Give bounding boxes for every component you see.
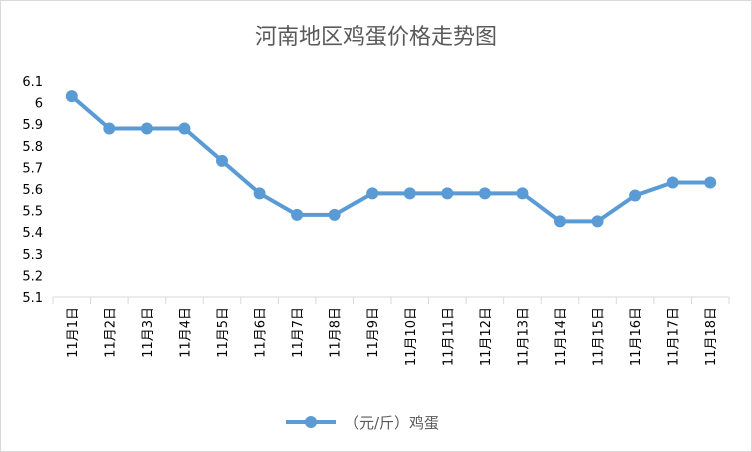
data-point — [291, 208, 304, 221]
x-tick-label: 11月2日 — [103, 307, 118, 358]
data-point — [591, 215, 604, 228]
x-tick-label: 11月17日 — [667, 307, 682, 366]
y-tick-label: 5.1 — [22, 291, 43, 306]
chart-title: 河南地区鸡蛋价格走势图 — [255, 25, 497, 50]
data-point — [103, 122, 116, 135]
x-axis: 11月1日 11月2日 11月3日 11月4日 11月5日 11月6日 11月7日 11月8日… — [52, 296, 730, 366]
data-point — [216, 154, 228, 167]
data-point — [65, 90, 78, 103]
series-layer — [65, 90, 717, 228]
x-tick-label: 11月16日 — [629, 307, 644, 366]
data-point — [478, 187, 491, 200]
data-point — [554, 215, 566, 228]
data-point — [516, 187, 529, 200]
data-point — [140, 122, 153, 135]
data-point — [403, 187, 416, 200]
x-tick-label: 11月10日 — [404, 307, 419, 366]
x-tick-label: 11月11日 — [441, 307, 456, 366]
x-tick-label: 11月14日 — [554, 307, 569, 366]
x-tick-label: 11月3日 — [141, 307, 156, 358]
data-point — [366, 187, 379, 200]
x-tick-label: 11月13日 — [516, 307, 531, 366]
x-tick-label: 11月15日 — [592, 307, 607, 366]
data-point — [704, 176, 717, 189]
x-tick-label: 11月4日 — [178, 307, 193, 358]
y-tick-label: 5.9 — [22, 118, 43, 133]
x-tick-label: 11月1日 — [66, 307, 81, 358]
y-tick-label: 6.1 — [22, 75, 43, 90]
data-point — [328, 208, 341, 221]
y-tick-label: 6 — [35, 97, 43, 112]
x-tick-label: 11月5日 — [216, 307, 231, 358]
x-tick-label: 11月18日 — [704, 307, 719, 366]
data-point — [666, 176, 679, 189]
y-tick-label: 5.2 — [22, 269, 43, 284]
data-point — [178, 122, 191, 135]
series-line — [69, 94, 713, 224]
x-tick-label: 11月12日 — [479, 307, 494, 366]
data-point — [253, 187, 266, 200]
data-point — [441, 187, 454, 200]
y-tick-label: 5.6 — [22, 183, 43, 198]
x-tick-label: 11月6日 — [254, 307, 269, 358]
y-tick-label: 5.8 — [22, 140, 43, 155]
y-tick-label: 5.4 — [22, 226, 43, 241]
x-tick-label: 11月8日 — [329, 307, 344, 358]
x-tick-label: 11月9日 — [366, 307, 381, 358]
y-tick-label: 5.5 — [22, 205, 43, 220]
y-axis: 6.1 6 5.9 5.8 5.7 5.6 5.5 5.4 5.3 5.2 5.1 — [22, 75, 43, 306]
x-tick-label: 11月7日 — [291, 307, 306, 358]
y-tick-label: 5.7 — [22, 161, 43, 176]
legend: （元/斤）鸡蛋 — [286, 414, 439, 432]
legend-series-label: （元/斤）鸡蛋 — [344, 414, 439, 432]
data-point — [629, 189, 642, 202]
y-tick-label: 5.3 — [22, 248, 43, 263]
legend-point-marker — [305, 416, 317, 428]
